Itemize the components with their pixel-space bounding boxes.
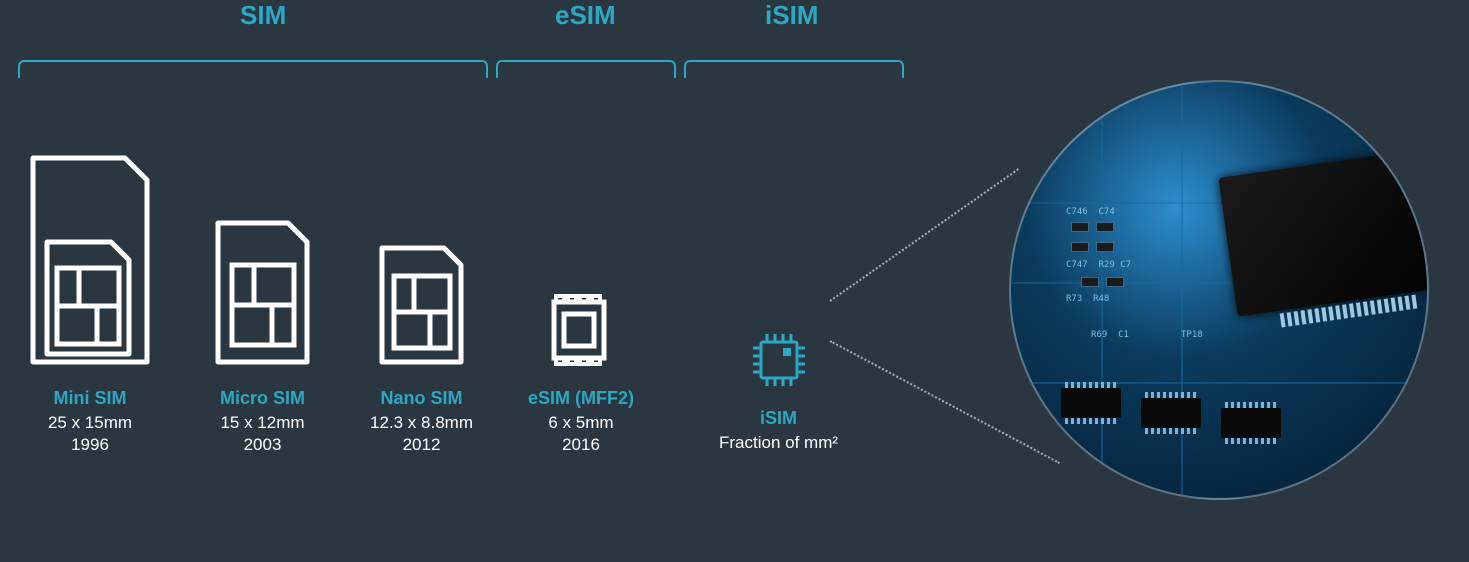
nano-sim-icon: [374, 240, 469, 370]
mini-sim-icon: [25, 150, 155, 370]
item-esim: eSIM (MFF2) 6 x 5mm 2016: [528, 120, 634, 457]
item-dim: 25 x 15mm: [48, 413, 132, 433]
item-year: 2003: [244, 435, 282, 455]
circuit-board-image: C746 C74 C747 R29 C7 R73 R48 R69 C1 TP18: [1009, 80, 1429, 500]
category-isim-label: iSIM: [765, 0, 818, 31]
item-dim: 12.3 x 8.8mm: [370, 413, 473, 433]
item-micro-sim: Micro SIM 15 x 12mm 2003: [210, 120, 315, 457]
item-name: iSIM: [760, 408, 797, 429]
zoom-line-top: [829, 168, 1019, 302]
item-name: Nano SIM: [380, 388, 462, 409]
micro-sim-icon: [210, 215, 315, 370]
item-name: Mini SIM: [54, 388, 127, 409]
item-dim: Fraction of mm²: [719, 433, 838, 453]
item-nano-sim: Nano SIM 12.3 x 8.8mm 2012: [370, 120, 473, 457]
isim-icon: [749, 330, 809, 390]
category-sim-bracket: [18, 60, 488, 78]
item-dim: 6 x 5mm: [548, 413, 613, 433]
item-year: 2012: [403, 435, 441, 455]
item-isim: iSIM Fraction of mm²: [719, 140, 838, 457]
item-name: Micro SIM: [220, 388, 305, 409]
category-esim-bracket: [496, 60, 676, 78]
item-year: 1996: [71, 435, 109, 455]
item-dim: 15 x 12mm: [220, 413, 304, 433]
item-year: 2016: [562, 435, 600, 455]
item-mini-sim: Mini SIM 25 x 15mm 1996: [25, 120, 155, 457]
category-esim-label: eSIM: [555, 0, 616, 31]
item-name: eSIM (MFF2): [528, 388, 634, 409]
items-row: Mini SIM 25 x 15mm 1996 Micro SIM 15 x 1…: [25, 120, 838, 457]
category-isim-bracket: [684, 60, 904, 78]
esim-icon: [546, 290, 616, 370]
category-sim-label: SIM: [240, 0, 286, 31]
